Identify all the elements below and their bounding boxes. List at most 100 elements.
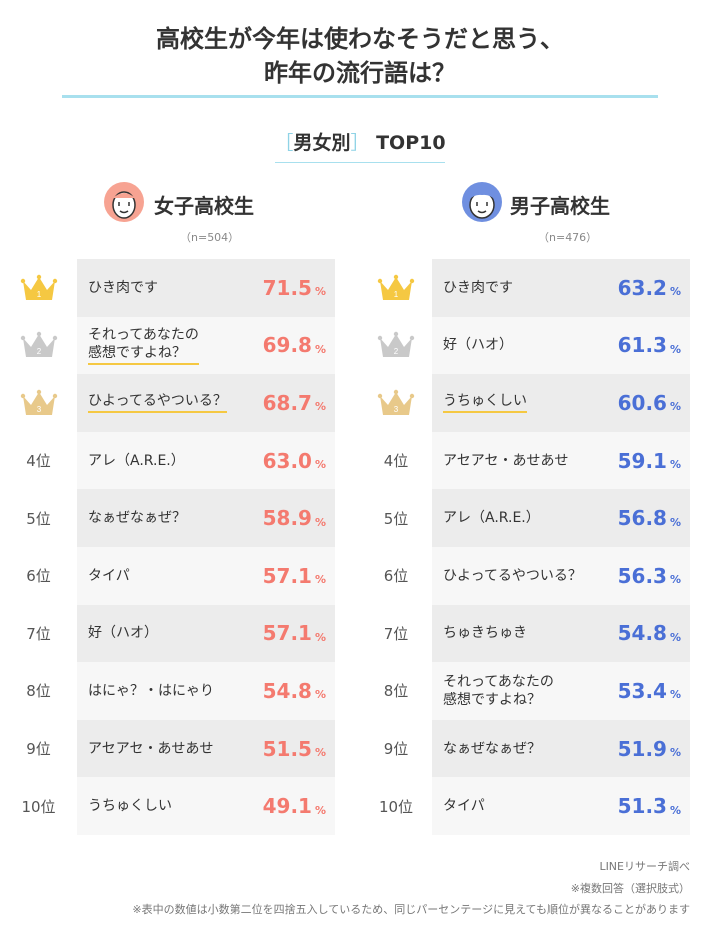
ranking-row: 5位 なぁぜなぁぜ？ 58.9% [0,489,340,547]
percent-sign: % [314,688,326,702]
ranking-cell: アセアセ・あせあせ 51.5% [77,719,335,778]
title-line-1: 高校生が今年は使わなそうだと思う、 [156,25,564,53]
buzzword-label: それってあなたの 感想ですよね？ [443,662,608,720]
percentage-value: 57.1% [263,547,326,605]
rank-label: 8位 [383,682,409,701]
percent-sign: % [314,458,326,472]
buzzword-text: うちゅくしい [88,798,172,815]
ranking-row: 8位 それってあなたの 感想ですよね？ 53.4% [360,662,700,720]
percent-sign: % [669,458,681,472]
percentage-value: 59.1% [618,432,681,490]
percent-sign: % [314,630,326,644]
buzzword-text: タイパ [88,567,130,584]
rank-label: 8位 [26,682,51,701]
page-title: 高校生が今年は使わなそうだと思う、 昨年の流行語は？ [0,22,720,90]
rank-label: 6位 [26,567,51,586]
buzzword-text: アセアセ・あせあせ [88,740,214,757]
percentage-number: 53.4 [617,678,667,703]
ranking-cell: それってあなたの 感想ですよね？ 53.4% [432,662,690,720]
ranking-row: 9位 アセアセ・あせあせ 51.5% [0,719,340,778]
percent-sign: % [314,803,326,817]
percentage-number: 54.8 [617,621,667,646]
male-ranking-column: 男子高校生 （n=476） 1 ひき肉です 63.2% 2 好（ハオ） 61.3% 3 うちゅ… [360,0,700,938]
percent-sign: % [669,630,681,644]
percentage-number: 69.8 [262,333,312,358]
crown-rank-number: 3 [36,405,41,414]
section-heading-label: 男女別 [293,132,351,154]
rank-label: 5位 [26,509,51,528]
ranking-cell: なぁぜなぁぜ？ 58.9% [77,489,335,547]
section-heading: ［男女別］ TOP10 [0,128,720,155]
percent-sign: % [314,746,326,760]
percentage-number: 71.5 [262,275,312,300]
rank-label: 7位 [383,624,409,643]
percentage-number: 57.1 [262,621,312,646]
ranking-cell: うちゅくしい 49.1% [77,777,335,835]
ranking-row: 7位 好（ハオ） 57.1% [0,604,340,663]
percentage-number: 57.1 [262,563,312,588]
buzzword-text: アセアセ・あせあせ [443,452,569,469]
rank-label: 1 [0,259,77,317]
percent-sign: % [314,573,326,587]
female-group-title: 女子高校生 [154,194,254,218]
female-group-header: 女子高校生 （n=504） [0,180,340,250]
percentage-number: 56.3 [617,563,667,588]
percentage-value: 51.5% [263,720,326,778]
percentage-number: 54.8 [262,678,312,703]
buzzword-text: ひよってるやついる？ [88,392,227,414]
ranking-cell: ひよってるやついる？ 68.7% [77,374,335,432]
percentage-value: 51.9% [618,720,681,778]
percentage-number: 51.9 [617,736,667,761]
rank-label: 1 [360,259,432,317]
percentage-value: 56.8% [618,489,681,547]
ranking-cell: 好（ハオ） 57.1% [77,604,335,663]
percent-sign: % [669,746,681,760]
male-ranking-list: 1 ひき肉です 63.2% 2 好（ハオ） 61.3% 3 うちゅくしい 60.6% 4位 アセアセ… [360,259,700,835]
percent-sign: % [314,400,326,414]
title-divider [62,95,658,98]
buzzword-label: それってあなたの 感想ですよね？ [88,317,253,375]
buzzword-label: アセアセ・あせあせ [443,432,608,490]
percentage-value: 53.4% [618,662,681,720]
buzzword-text: それってあなたの 感想ですよね？ [443,673,554,708]
ranking-row: 1 ひき肉です 63.2% [360,259,700,317]
ranking-row: 4位 アセアセ・あせあせ 59.1% [360,431,700,490]
buzzword-text: アレ（A.R.E.） [88,452,185,469]
ranking-row: 4位 アレ（A.R.E.） 63.0% [0,431,340,490]
silver-crown-icon: 2 [20,332,57,358]
ranking-cell: ひき肉です 71.5% [77,259,335,317]
percent-sign: % [669,285,681,299]
crown-rank-number: 2 [394,347,399,356]
ranking-cell: アレ（A.R.E.） 63.0% [77,431,335,490]
percentage-number: 60.6 [617,390,667,415]
rank-label: 7位 [26,624,51,643]
ranking-cell: ひよってるやついる？ 56.3% [432,546,690,605]
crown-rank-number: 3 [394,405,399,414]
rank-label: 3 [360,374,432,432]
buzzword-text: アレ（A.R.E.） [443,510,540,527]
silver-crown-icon: 2 [377,332,415,358]
ranking-row: 6位 ひよってるやついる？ 56.3% [360,546,700,605]
rank-label: 2 [0,317,77,375]
percent-sign: % [314,342,326,356]
buzzword-label: ひき肉です [88,259,253,317]
rank-label: 5位 [383,509,409,528]
percent-sign: % [314,285,326,299]
percentage-number: 61.3 [617,333,667,358]
buzzword-text: タイパ [443,798,485,815]
crown-rank-number: 2 [36,347,41,356]
buzzword-label: タイパ [88,547,253,605]
section-heading-underline [275,162,445,163]
percentage-number: 63.0 [262,448,312,473]
buzzword-label: ひき肉です [443,259,608,317]
buzzword-label: うちゅくしい [88,777,253,835]
ranking-cell: ひき肉です 63.2% [432,259,690,317]
percentage-value: 56.3% [618,547,681,605]
buzzword-label: アレ（A.R.E.） [443,489,608,547]
percent-sign: % [669,400,681,414]
percentage-value: 60.6% [618,374,681,432]
crown-rank-number: 1 [36,290,41,299]
percentage-value: 69.8% [263,317,326,375]
percentage-value: 58.9% [263,489,326,547]
buzzword-text: 好（ハオ） [443,337,513,354]
